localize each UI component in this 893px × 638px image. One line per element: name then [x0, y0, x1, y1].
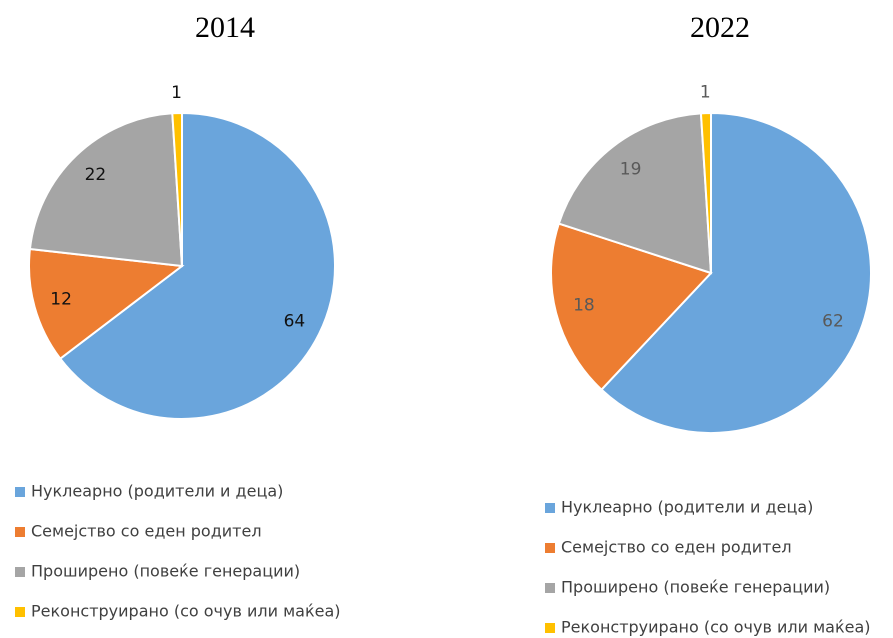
legend-swatch — [15, 527, 25, 537]
data-label: 18 — [573, 296, 595, 316]
data-label: 19 — [620, 159, 642, 179]
chart-title: 2022 — [690, 11, 750, 44]
legend-swatch — [15, 487, 25, 497]
legend-swatch — [545, 583, 555, 593]
legend-swatch — [545, 543, 555, 553]
data-label: 12 — [50, 289, 72, 309]
legend-swatch — [15, 607, 25, 617]
legend-swatch — [545, 503, 555, 513]
pie-chart: 2022 62 18 19 1 Нуклеарно (родители и деца) Се… — [545, 11, 872, 637]
chart-title: 2014 — [195, 11, 255, 44]
pie-slice — [550, 222, 713, 392]
pie-slice — [600, 111, 872, 434]
legend-swatch — [545, 623, 555, 633]
pie-slice — [28, 247, 185, 361]
data-label: 1 — [700, 82, 711, 102]
legend-label: Реконструирано (со очув или маќеа) — [31, 602, 341, 621]
pie-slice — [557, 112, 713, 275]
data-label: 22 — [85, 165, 107, 185]
legend-label: Семејство со еден родител — [31, 522, 262, 541]
legend-label: Нуклеарно (родители и деца) — [31, 482, 283, 501]
legend-label: Нуклеарно (родители и деца) — [561, 498, 813, 517]
legend-label: Семејство со еден родител — [561, 538, 792, 557]
data-label: 62 — [822, 311, 844, 331]
pie-slice — [699, 111, 712, 274]
pie-slice — [58, 111, 336, 420]
legend-label: Проширено (повеќе генерации) — [31, 562, 300, 581]
pie-slice — [171, 111, 183, 267]
legend-swatch — [15, 567, 25, 577]
data-label: 1 — [171, 83, 182, 103]
legend-label: Реконструирано (со очув или маќеа) — [561, 618, 871, 637]
pie-slice — [28, 112, 184, 268]
data-label: 64 — [284, 312, 306, 332]
pie-chart: 2014 64 12 22 1 Нуклеарно (родители и деца) Се… — [15, 11, 341, 621]
legend-label: Проширено (повеќе генерации) — [561, 578, 830, 597]
